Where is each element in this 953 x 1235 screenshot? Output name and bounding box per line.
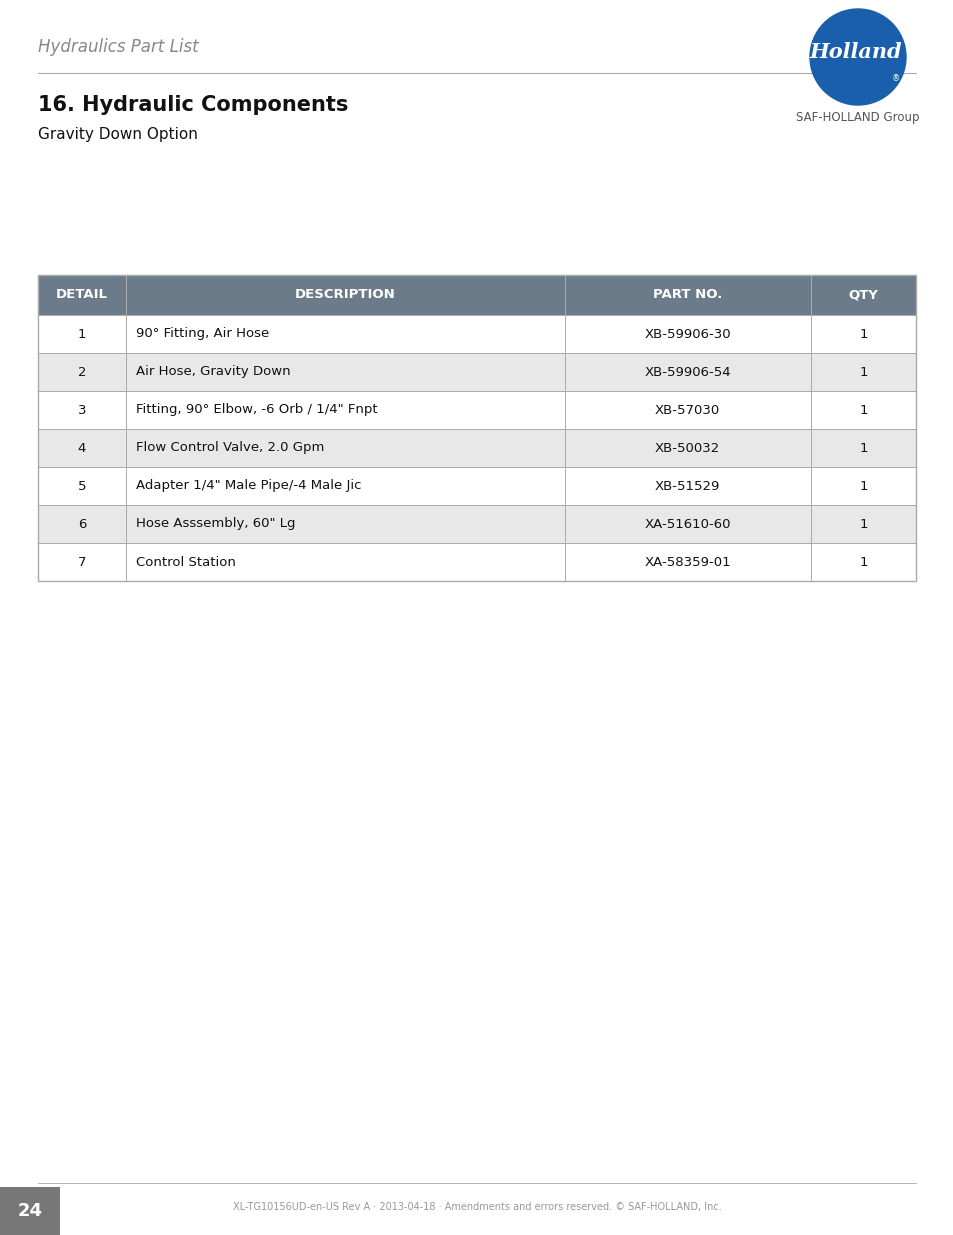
Text: ®: ® bbox=[891, 74, 900, 84]
Text: Gravity Down Option: Gravity Down Option bbox=[38, 127, 197, 142]
Text: XL-TG10156UD-en-US Rev A · 2013-04-18 · Amendments and errors reserved. © SAF-HO: XL-TG10156UD-en-US Rev A · 2013-04-18 · … bbox=[233, 1202, 720, 1212]
Text: XA-58359-01: XA-58359-01 bbox=[643, 556, 730, 568]
Text: Flow Control Valve, 2.0 Gpm: Flow Control Valve, 2.0 Gpm bbox=[135, 441, 324, 454]
Text: 7: 7 bbox=[77, 556, 86, 568]
FancyBboxPatch shape bbox=[38, 275, 915, 315]
Text: 16. Hydraulic Components: 16. Hydraulic Components bbox=[38, 95, 348, 115]
FancyBboxPatch shape bbox=[38, 391, 915, 429]
Text: Adapter 1/4" Male Pipe/-4 Male Jic: Adapter 1/4" Male Pipe/-4 Male Jic bbox=[135, 479, 361, 493]
Text: XB-57030: XB-57030 bbox=[655, 404, 720, 416]
FancyBboxPatch shape bbox=[38, 505, 915, 543]
Text: QTY: QTY bbox=[847, 289, 878, 301]
Text: 1: 1 bbox=[77, 327, 86, 341]
Text: 6: 6 bbox=[77, 517, 86, 531]
FancyBboxPatch shape bbox=[38, 353, 915, 391]
FancyBboxPatch shape bbox=[38, 315, 915, 353]
Text: 2: 2 bbox=[77, 366, 86, 378]
Text: Hydraulics Part List: Hydraulics Part List bbox=[38, 38, 198, 56]
Text: 90° Fitting, Air Hose: 90° Fitting, Air Hose bbox=[135, 327, 269, 341]
Text: 5: 5 bbox=[77, 479, 86, 493]
Text: DESCRIPTION: DESCRIPTION bbox=[294, 289, 395, 301]
FancyBboxPatch shape bbox=[0, 1187, 60, 1235]
Text: Hose Asssembly, 60" Lg: Hose Asssembly, 60" Lg bbox=[135, 517, 295, 531]
Text: 24: 24 bbox=[17, 1202, 43, 1220]
Text: SAF-HOLLAND Group: SAF-HOLLAND Group bbox=[796, 110, 919, 124]
Text: 1: 1 bbox=[858, 556, 866, 568]
Text: Holland: Holland bbox=[809, 42, 902, 62]
FancyBboxPatch shape bbox=[38, 429, 915, 467]
Text: DETAIL: DETAIL bbox=[56, 289, 108, 301]
Text: XB-50032: XB-50032 bbox=[655, 441, 720, 454]
Circle shape bbox=[809, 9, 905, 105]
Text: 1: 1 bbox=[858, 366, 866, 378]
Text: Air Hose, Gravity Down: Air Hose, Gravity Down bbox=[135, 366, 290, 378]
Text: 4: 4 bbox=[77, 441, 86, 454]
Text: 1: 1 bbox=[858, 441, 866, 454]
Text: Control Station: Control Station bbox=[135, 556, 235, 568]
Text: Fitting, 90° Elbow, -6 Orb / 1/4" Fnpt: Fitting, 90° Elbow, -6 Orb / 1/4" Fnpt bbox=[135, 404, 377, 416]
FancyBboxPatch shape bbox=[38, 543, 915, 580]
Text: 1: 1 bbox=[858, 517, 866, 531]
Text: 3: 3 bbox=[77, 404, 86, 416]
Text: PART NO.: PART NO. bbox=[653, 289, 721, 301]
Text: 1: 1 bbox=[858, 327, 866, 341]
Text: 1: 1 bbox=[858, 479, 866, 493]
Text: 1: 1 bbox=[858, 404, 866, 416]
Text: XB-59906-54: XB-59906-54 bbox=[643, 366, 730, 378]
Text: XA-51610-60: XA-51610-60 bbox=[644, 517, 730, 531]
Text: XB-59906-30: XB-59906-30 bbox=[643, 327, 730, 341]
FancyBboxPatch shape bbox=[38, 467, 915, 505]
Text: XB-51529: XB-51529 bbox=[655, 479, 720, 493]
